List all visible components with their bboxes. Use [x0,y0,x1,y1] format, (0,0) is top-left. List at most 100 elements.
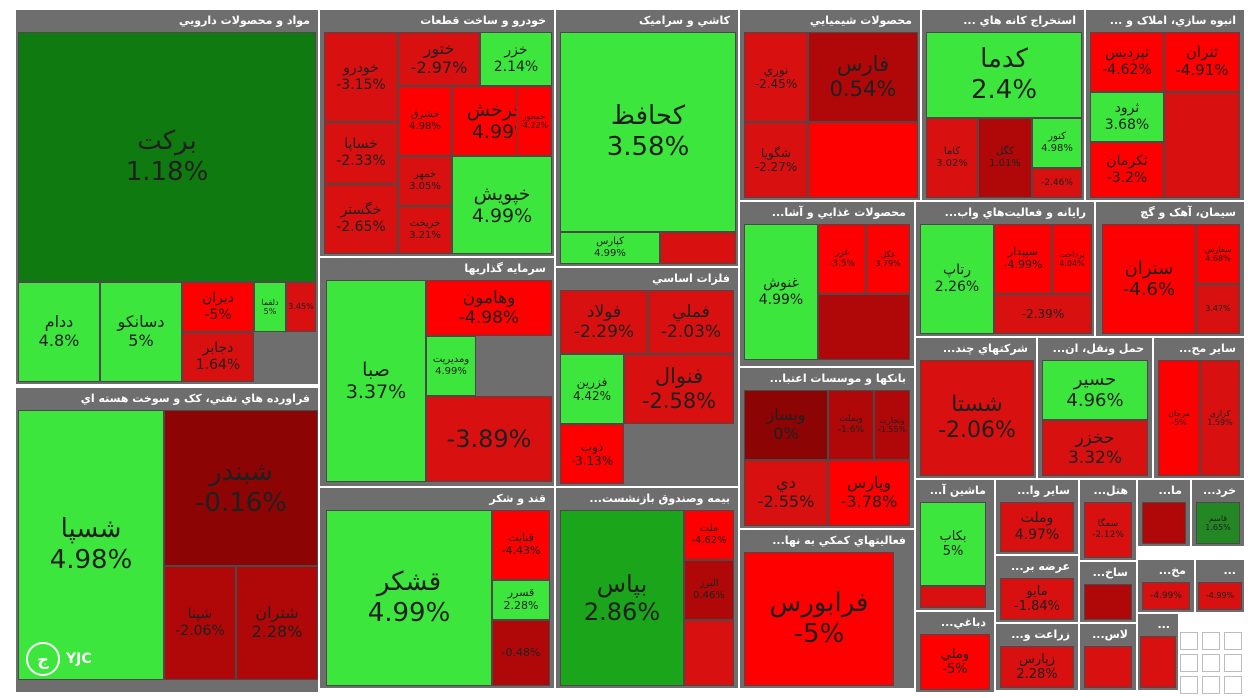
stock-tile[interactable]: ثپرديس -4.62% [1090,32,1164,92]
stock-tile[interactable]: خزر 2.14% [480,32,552,86]
stock-tile[interactable]: خمهر 3.05% [398,156,452,206]
stock-tile[interactable]: البرز 0.46% [684,560,734,620]
stock-tile[interactable]: خگستر -2.65% [324,184,398,254]
stock-tile[interactable]: فملي -2.03% [648,290,734,354]
stock-tile[interactable]: سمگا -2.12% [1084,502,1132,558]
stock-tile[interactable] [660,232,736,264]
stock-tile[interactable]: -0.48% [492,620,550,686]
stock-tile[interactable]: دلقما 5% [254,282,286,332]
stock-tile[interactable]: کنور 4.98% [1032,118,1082,168]
stock-tile[interactable]: ديران -5% [182,282,254,332]
stock-tile[interactable]: قنابت -4.43% [492,510,550,580]
sector-title[interactable]: شرکتهاي چند... [942,342,1028,355]
stock-tile[interactable]: خودرو -3.15% [324,32,398,122]
stock-tile[interactable]: وتجارت -1.55% [874,390,910,460]
stock-tile[interactable]: وملي -5% [920,634,990,690]
stock-tile[interactable]: 3.45% [286,282,316,332]
stock-tile[interactable]: کپارس 4.99% [560,232,660,264]
sector-title[interactable]: ... [1157,618,1170,631]
stock-tile[interactable]: کگل 1.01% [978,118,1032,198]
sector-title[interactable]: کاشي و سراميک [639,14,730,27]
stock-tile[interactable]: ذوب -3.13% [560,424,624,484]
sector-title[interactable]: محصولات غذايي و آشا... [771,206,906,219]
stock-tile[interactable]: وبساز 0% [744,390,828,460]
stock-tile[interactable]: قسرر 2.28% [492,580,550,620]
stock-tile[interactable]: وپارس -3.78% [828,460,910,526]
stock-tile[interactable] [1140,636,1176,688]
stock-tile[interactable]: ومديريت 4.99% [426,336,476,396]
sector-title[interactable]: فراورده هاي نفتي، کک و سوخت هسته اي [80,392,310,405]
stock-tile[interactable]: فرابورس -5% [744,552,894,686]
stock-tile[interactable]: فزرين 4.42% [560,354,624,424]
stock-tile[interactable] [684,620,734,686]
stock-tile[interactable]: ددام 4.8% [18,282,100,382]
stock-tile[interactable]: 3.47% [1196,284,1240,334]
stock-tile[interactable]: -4.99% [1142,582,1190,610]
stock-tile[interactable]: وهامون -4.98% [426,280,552,336]
stock-tile[interactable]: شتران 2.28% [236,566,318,680]
sector-title[interactable]: ساخ... [1092,566,1128,579]
sector-title[interactable]: انبوه سازي، املاک و ... [1109,14,1236,27]
sector-title[interactable]: عرضه بر... [1011,560,1070,573]
stock-tile[interactable]: غزر -3.5% [818,224,866,294]
sector-title[interactable]: محصولات شيميايي [809,14,912,27]
sector-title[interactable]: بانکها و موسسات اعتبا... [769,372,906,385]
stock-tile[interactable]: قشکر 4.99% [326,510,492,686]
stock-tile[interactable]: دجابر 1.64% [182,332,254,382]
stock-tile[interactable]: شپنا -2.06% [164,566,236,680]
stock-tile[interactable]: فارس 0.54% [808,32,918,122]
stock-tile[interactable]: دسانکو 5% [100,282,182,382]
stock-tile[interactable]: شسپا 4.98% [18,410,164,680]
stock-tile[interactable]: صبا 3.37% [326,280,426,482]
sector-title[interactable]: رايانه و فعاليت‌هاي واب... [944,206,1086,219]
sector-title[interactable]: دباغي... [940,616,986,629]
sector-title[interactable]: سرمايه گذاريها [464,262,546,275]
stock-tile[interactable]: ثکرمان -3.2% [1090,142,1164,198]
stock-tile[interactable] [1084,646,1132,688]
stock-tile[interactable]: نوري -2.45% [744,32,808,122]
stock-tile[interactable]: کاما 3.02% [926,118,978,198]
sector-title[interactable]: مخ... [1158,564,1186,577]
stock-tile[interactable]: -2.39% [994,294,1092,334]
sector-title[interactable]: فعاليتهاي کمکي به نها... [772,534,906,547]
stock-tile[interactable]: دي -2.55% [744,460,828,526]
stock-tile[interactable]: خپويش 4.99% [452,156,552,254]
stock-tile[interactable] [808,122,918,198]
sector-title[interactable]: ماشين آ... [929,484,986,497]
sector-title[interactable]: فلزات اساسي [652,272,730,285]
stock-tile[interactable]: فولاد -2.29% [560,290,648,354]
sector-title[interactable]: ساير مح... [1178,342,1236,355]
sector-title[interactable]: ... [1223,564,1236,577]
stock-tile[interactable]: ثرود 3.68% [1090,92,1164,142]
sector-title[interactable]: ما... [1158,484,1182,497]
sector-title[interactable]: زراعت و... [1011,628,1070,641]
stock-tile[interactable] [1084,584,1132,620]
stock-tile[interactable]: بکاب 5% [920,502,986,586]
stock-tile[interactable]: وملت 4.97% [1000,502,1074,552]
sector-title[interactable]: خرد... [1203,484,1236,497]
stock-tile[interactable]: سپيدار -4.99% [994,224,1052,294]
stock-tile[interactable]: زپارس 2.28% [1000,646,1074,688]
stock-tile[interactable]: ثتران -4.91% [1164,32,1240,92]
stock-tile[interactable]: برکت 1.18% [18,32,316,282]
stock-tile[interactable]: رتاپ 2.26% [920,224,994,334]
stock-tile[interactable]: مرجان -5% [1158,360,1200,476]
sector-title[interactable]: ساير وا... [1017,484,1070,497]
stock-tile[interactable] [1142,502,1186,544]
sector-title[interactable]: سيمان، آهک و گچ [1140,206,1236,219]
stock-tile[interactable]: فنوال -2.58% [624,354,734,424]
stock-tile[interactable]: -2.46% [1032,168,1082,198]
stock-tile[interactable]: غنوش 4.99% [744,224,818,360]
stock-tile[interactable]: شبندر -0.16% [164,410,318,566]
stock-tile[interactable]: -4.99% [1198,582,1242,610]
stock-tile[interactable]: خمحور -4.22% [516,86,552,156]
stock-tile[interactable]: کحافظ 3.58% [560,32,736,232]
stock-tile[interactable]: ملت -4.62% [684,510,734,560]
stock-tile[interactable]: خشرق 4.98% [398,86,452,156]
stock-tile[interactable]: کرازي 1.59% [1200,360,1240,476]
stock-tile[interactable]: مايو -1.84% [1000,578,1074,620]
stock-tile[interactable]: ستران -4.6% [1102,224,1196,334]
sector-title[interactable]: مواد و محصولات دارويي [178,14,310,27]
stock-tile[interactable]: خساپا -2.33% [324,122,398,184]
stock-tile[interactable]: سفارس 4.68% [1196,224,1240,284]
